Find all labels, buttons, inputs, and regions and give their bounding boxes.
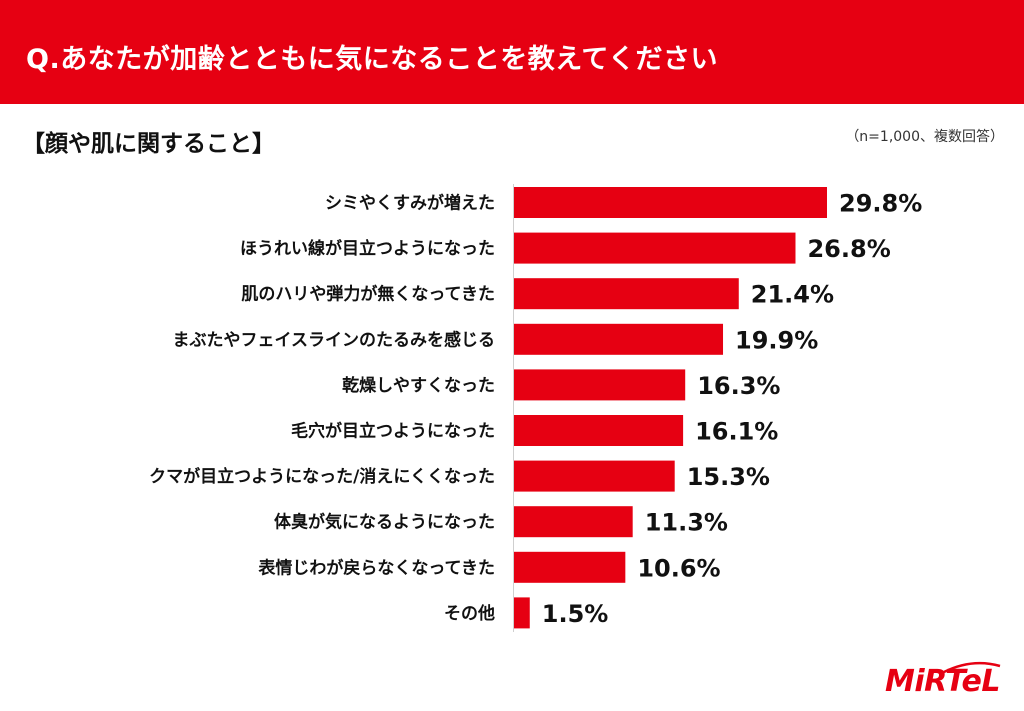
category-label: クマが目立つようになった/消えにくくなった [149,466,495,487]
bar [514,187,827,218]
section-title: 【顔や肌に関すること】 [22,131,275,157]
bar [514,232,796,264]
bar [514,506,633,538]
bar [514,597,530,629]
category-label: 毛穴が目立つようになった [291,421,495,442]
category-label: 肌のハリや弾力が無くなってきた [241,284,495,305]
bar [514,551,626,583]
logo-swoosh-icon [943,661,1001,674]
category-axis-line [513,184,514,632]
bar [514,278,739,310]
data-label: 21.4% [751,281,834,309]
bar [514,369,686,401]
data-label: 11.3% [645,509,728,537]
question-title: Q.あなたが加齢とともに気になることを教えてください [26,44,719,75]
bar [514,323,724,355]
data-label: 19.9% [735,326,818,354]
data-label: 1.5% [542,600,609,628]
header-bar: Q.あなたが加齢とともに気になることを教えてください [0,0,1024,104]
data-label: 16.1% [695,418,778,446]
category-label: 体臭が気になるようになった [274,512,495,533]
category-label: まぶたやフェイスラインのたるみを感じる [173,329,496,350]
category-label: その他 [444,603,495,624]
category-label: ほうれい線が目立つようになった [240,238,495,259]
bar [514,460,675,492]
brand-logo: MiRTeL [885,664,1000,699]
data-label: 10.6% [637,554,720,582]
data-label: 15.3% [687,463,770,491]
category-label: 表情じわが戻らなくなってきた [258,557,495,578]
category-label: 乾燥しやすくなった [342,375,495,396]
data-label: 16.3% [697,372,780,400]
bar [514,415,684,446]
sample-note: （n=1,000、複数回答） [845,129,1004,145]
data-label: 26.8% [807,235,890,263]
data-label: 29.8% [839,190,922,218]
category-label: シミやくすみが増えた [325,193,495,214]
